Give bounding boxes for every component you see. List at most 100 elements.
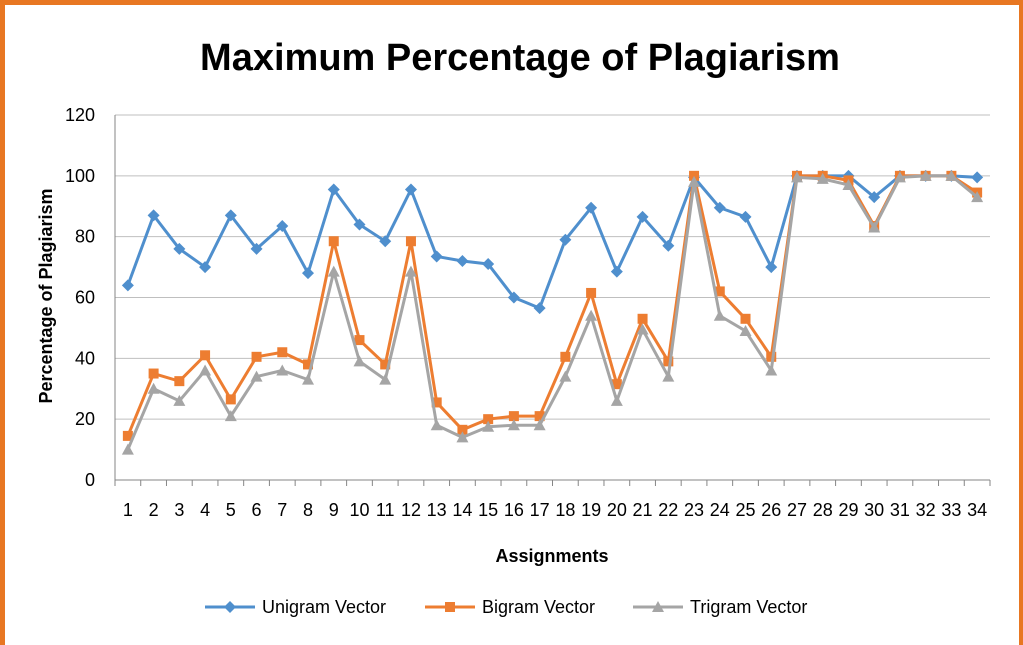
data-point [637,313,648,324]
data-point [636,323,649,335]
data-point [765,261,778,274]
data-point [327,265,340,277]
data-point [457,424,468,435]
x-tick-label: 21 [633,500,653,520]
data-point [790,171,803,183]
x-tick-label: 31 [890,500,910,520]
data-point [713,309,726,321]
data-point [404,183,417,196]
data-point [559,233,572,246]
x-tick-label: 6 [252,500,262,520]
data-point [121,279,134,292]
x-tick-label: 9 [329,500,339,520]
x-tick-label: 32 [916,500,936,520]
data-point [971,171,984,184]
legend-item: Trigram Vector [633,597,807,617]
x-tick-label: 14 [452,500,472,520]
x-tick-label: 25 [735,500,755,520]
data-point [585,309,598,321]
data-point [250,370,263,382]
y-tick-label: 120 [65,105,95,125]
data-point [173,394,186,406]
x-tick-label: 26 [761,500,781,520]
data-point [560,351,571,362]
data-point [302,373,315,385]
x-tick-label: 20 [607,500,627,520]
x-tick-label: 5 [226,500,236,520]
data-point [714,286,725,297]
legend-marker [445,602,455,612]
data-point [945,169,958,181]
data-point [277,347,288,358]
x-tick-label: 34 [967,500,987,520]
data-point [354,335,365,346]
series-line [126,174,978,437]
data-point [688,175,701,187]
data-point [250,242,263,255]
series-3 [121,169,984,455]
data-point [534,411,545,422]
series-line [126,174,978,310]
data-point [353,355,366,367]
legend-label: Bigram Vector [482,597,595,617]
x-tick-label: 11 [376,500,395,520]
data-point [533,419,546,431]
x-tick-label: 16 [504,500,524,520]
x-tick-label: 19 [581,500,601,520]
data-point [199,364,212,376]
data-point [585,201,598,214]
x-tick-label: 22 [658,500,678,520]
data-point [328,236,339,247]
x-tick-label: 13 [427,500,447,520]
data-point [740,313,751,324]
data-point [713,201,726,214]
y-tick-labels: 0 20 40 60 80 100 120 [65,105,95,490]
data-point [121,443,134,455]
data-point [765,364,778,376]
chart-title: Maximum Percentage of Plagiarism [200,37,840,79]
y-tick-label: 60 [75,288,95,308]
legend-marker [224,601,236,613]
legend-marker [652,601,664,612]
y-tick-label: 100 [65,166,95,186]
data-point [405,236,416,247]
data-point [482,258,495,271]
data-point [380,359,391,370]
x-tick-label: 12 [401,500,421,520]
x-tick-label: 3 [174,500,184,520]
data-point [122,430,133,441]
x-axis-title: Assignments [495,546,608,566]
data-point [225,394,236,405]
data-point [971,191,984,203]
x-tick-label: 28 [813,500,833,520]
y-tick-label: 40 [75,348,95,368]
x-tick-label: 4 [200,500,210,520]
data-point [353,218,366,231]
x-tick-labels: 1 2 3 4 5 6 7 8 9 10 11 12 13 14 15 16 17 18 19 20 21 22 23 24 2… [123,500,987,520]
data-point [430,250,443,263]
data-point [739,324,752,336]
x-tick-label: 8 [303,500,313,520]
data-point [148,368,159,379]
data-point [766,351,777,362]
data-point [456,431,469,443]
data-point [430,419,443,431]
data-point [199,261,212,274]
data-point [507,419,520,431]
x-tick-label: 27 [787,500,807,520]
x-tick-label: 1 [123,500,133,520]
legend-item: Bigram Vector [425,597,595,617]
data-point [868,221,881,233]
data-point [868,191,881,204]
data-point [842,178,855,190]
y-axis-title: Percentage of Plagiarism [36,188,56,403]
data-point [327,183,340,196]
data-point [483,414,494,425]
data-point [276,220,289,233]
data-point [610,394,623,406]
x-tick-label: 2 [149,500,159,520]
data-point [224,209,237,222]
data-point [303,359,314,370]
legend-label: Unigram Vector [262,597,386,617]
